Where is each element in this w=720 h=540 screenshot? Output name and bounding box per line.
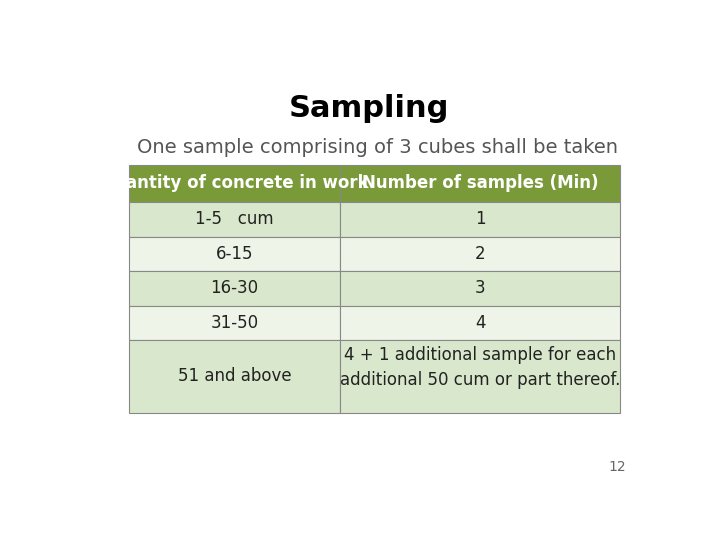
Bar: [129, 340, 341, 413]
Text: 4 + 1 additional sample for each
additional 50 cum or part thereof.: 4 + 1 additional sample for each additio…: [340, 346, 621, 389]
Text: 4: 4: [475, 314, 485, 332]
Bar: [129, 165, 341, 202]
Text: Sampling: Sampling: [289, 94, 449, 123]
Text: One sample comprising of 3 cubes shall be taken: One sample comprising of 3 cubes shall b…: [138, 138, 618, 158]
Text: 31-50: 31-50: [210, 314, 258, 332]
Text: Quantity of concrete in work: Quantity of concrete in work: [100, 174, 369, 192]
Bar: [341, 271, 620, 306]
Text: Number of samples (Min): Number of samples (Min): [362, 174, 598, 192]
Bar: [341, 340, 620, 413]
Text: 12: 12: [608, 461, 626, 474]
Text: 1: 1: [475, 210, 485, 228]
Bar: [341, 237, 620, 271]
Bar: [341, 306, 620, 340]
Bar: [129, 271, 341, 306]
Text: 3: 3: [475, 279, 485, 298]
Text: 6-15: 6-15: [216, 245, 253, 263]
Text: 51 and above: 51 and above: [178, 367, 292, 386]
Bar: [129, 237, 341, 271]
Bar: [129, 202, 341, 237]
Text: 16-30: 16-30: [210, 279, 258, 298]
Text: 2: 2: [475, 245, 485, 263]
Text: 1-5   cum: 1-5 cum: [195, 210, 274, 228]
Bar: [129, 306, 341, 340]
Bar: [341, 202, 620, 237]
Bar: [341, 165, 620, 202]
